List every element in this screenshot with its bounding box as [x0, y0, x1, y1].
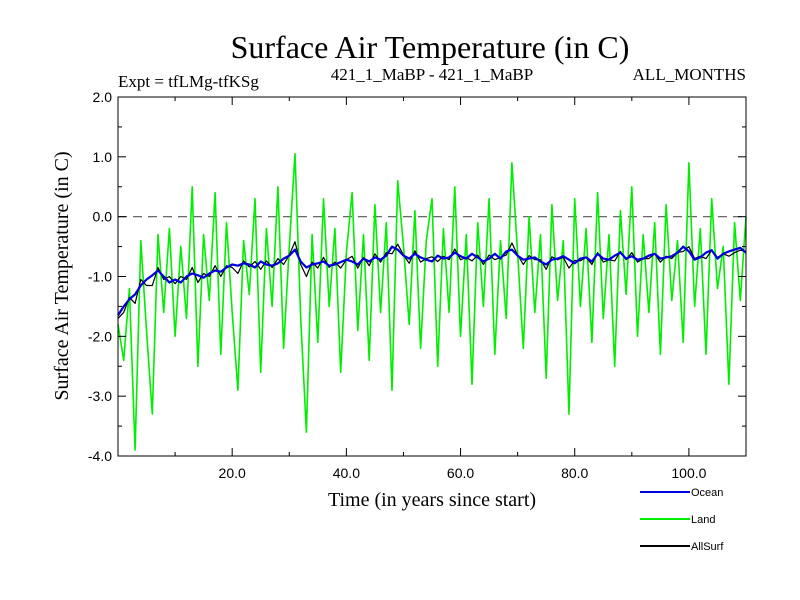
chart-subtitle-left: Expt = tfLMg-tfKSg [118, 72, 259, 91]
series-line-ocean [117, 245, 747, 316]
x-tick-label: 80.0 [561, 465, 588, 481]
x-tick-label: 20.0 [219, 465, 246, 481]
chart-subtitle-center: 421_1_MaBP - 421_1_MaBP [331, 65, 533, 84]
legend-label-land: Land [691, 514, 715, 526]
chart-title: Surface Air Temperature (in C) [231, 29, 630, 65]
x-tick-label: 60.0 [447, 465, 474, 481]
legend-label-ocean: Ocean [691, 487, 723, 499]
tick-layer: -4.0 -3.0 -2.0 -1.0 0.0 1.0 2.0 20.0 40.0 60.0 80.… [88, 89, 746, 481]
y-tick-label: 2.0 [93, 89, 113, 105]
legend-label-allsurf: AllSurf [691, 541, 724, 553]
series-line-land [117, 153, 747, 451]
y-tick-label: 1.0 [93, 149, 113, 165]
series-layer [117, 153, 747, 451]
legend: Ocean Land AllSurf [640, 487, 724, 553]
y-tick-label: -2.0 [88, 328, 112, 344]
y-axis-label: Surface Air Temperature (in C) [51, 151, 73, 400]
x-tick-label: 100.0 [671, 465, 706, 481]
chart-subtitle-right: ALL_MONTHS [633, 65, 746, 84]
x-axis-label: Time (in years since start) [328, 489, 536, 511]
y-tick-label: -3.0 [88, 388, 112, 404]
y-tick-label: -4.0 [88, 448, 112, 464]
y-tick-label: 0.0 [93, 209, 113, 225]
y-tick-label: -1.0 [88, 269, 112, 285]
x-tick-label: 40.0 [333, 465, 360, 481]
